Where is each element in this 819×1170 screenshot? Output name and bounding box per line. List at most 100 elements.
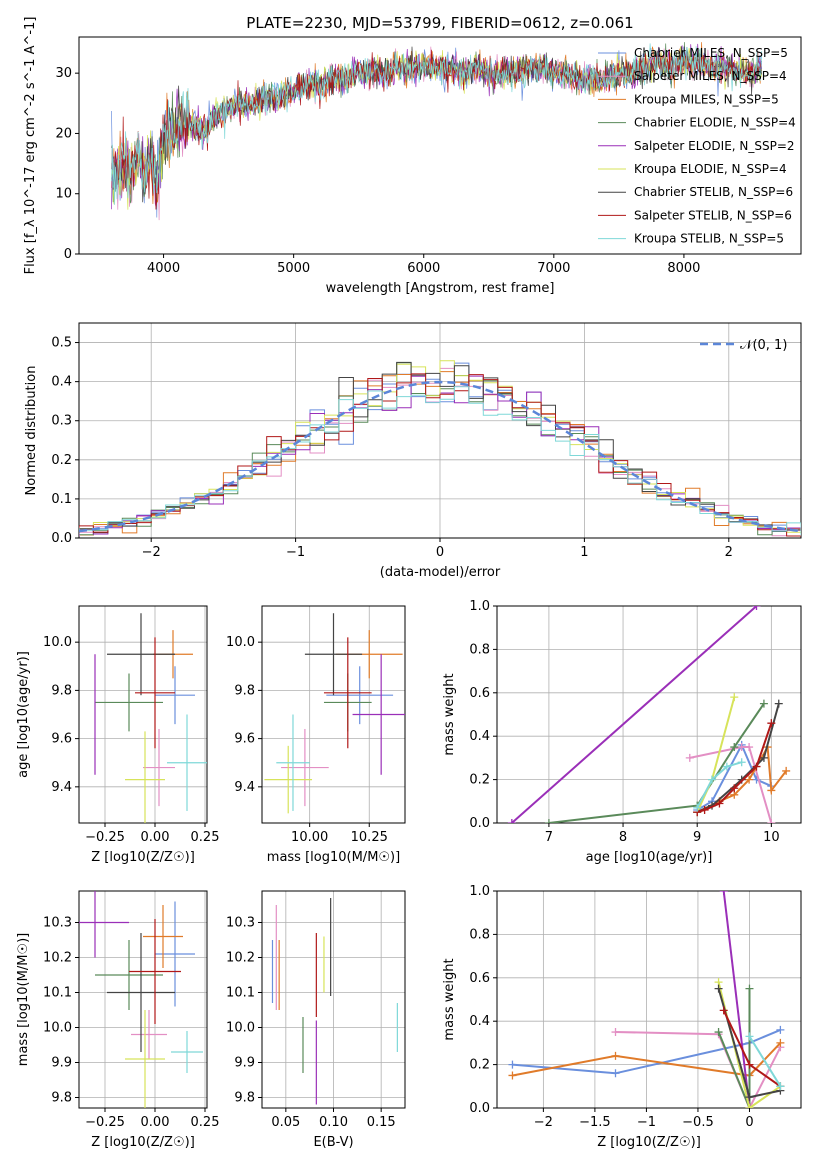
weight-marker-3 — [745, 984, 754, 993]
weight-marker-1 — [767, 819, 776, 823]
y-tick-label: 10.0 — [43, 1021, 72, 1036]
x-tick-label: 8000 — [667, 261, 700, 276]
y-axis-label: mass weight — [442, 958, 457, 1040]
x-tick-label: −0.5 — [682, 1115, 714, 1130]
weight-marker-8 — [693, 803, 702, 812]
x-tick-label: 0 — [745, 1115, 753, 1130]
weight-line-3 — [717, 988, 751, 1108]
y-tick-label: 0.0 — [469, 816, 490, 831]
weight_vs_age-axes: 7 8 9 10 0.0 0.2 0.4 0.6 0.8 1.0 age [log10(age/yr… — [442, 599, 802, 865]
axes-frame — [78, 322, 802, 539]
weight-marker-1 — [745, 743, 754, 752]
x-axis-label: age [log10(age/yr)] — [586, 850, 713, 865]
y-tick-label: 9.9 — [234, 1056, 255, 1071]
y-tick-label: 9.8 — [51, 1091, 72, 1106]
weight_vs_Z-lines — [508, 891, 785, 1108]
y-axis-label: mass weight — [442, 673, 457, 755]
legend-entry-1: Salpeter MILES, N_SSP=4 — [634, 69, 787, 83]
age_vs_Z-axes: −0.25 0.00 0.25 9.4 9.6 9.8 10.0 Z [log10(Z/Z☉)… — [16, 605, 220, 865]
weight-marker-3 — [714, 1028, 723, 1037]
y-tick-label: 9.9 — [51, 1056, 72, 1071]
weight-line-4 — [722, 891, 751, 1108]
x-axis-label: Z [log10(Z/Z☉)] — [91, 1135, 195, 1150]
legend-entry-5: Kroupa ELODIE, N_SSP=4 — [634, 162, 787, 176]
weight-marker-7 — [752, 762, 761, 771]
x-axis-label: mass [log10(M/M☉)] — [267, 850, 400, 865]
y-tick-label: 9.6 — [51, 732, 72, 747]
legend-entry-2: Kroupa MILES, N_SSP=5 — [634, 92, 779, 106]
spectrum-legend: Chabrier MILES, N_SSP=5 Salpeter MILES, N… — [598, 46, 796, 246]
age_vs_Z-points — [94, 613, 207, 823]
x-tick-label: 5000 — [277, 261, 310, 276]
x-tick-label: 0.25 — [191, 830, 220, 845]
figure-title: PLATE=2230, MJD=53799, FIBERID=0612, z=0… — [246, 14, 633, 32]
age_vs_mass-points — [264, 613, 405, 814]
y-tick-label: 0.5 — [51, 336, 72, 351]
x-tick-label: −2 — [142, 545, 161, 560]
y-tick-label: 0.1 — [51, 492, 72, 507]
y-tick-label: 20 — [55, 126, 72, 141]
x-axis-label: Z [log10(Z/Z☉)] — [597, 1135, 701, 1150]
weight_vs_age-lines — [507, 606, 791, 823]
y-tick-label: 9.6 — [234, 732, 255, 747]
x-tick-label: 10.25 — [351, 830, 388, 845]
x-tick-label: −0.25 — [85, 1115, 125, 1130]
y-tick-label: 9.4 — [234, 780, 255, 795]
x-tick-label: 1 — [580, 545, 588, 560]
x-tick-label: −1.5 — [579, 1115, 611, 1130]
axes-frame — [261, 890, 406, 1109]
weight-marker-2 — [767, 786, 776, 795]
spectrum-lines — [111, 42, 763, 221]
x-tick-label: 4000 — [147, 261, 180, 276]
spectrum-axes: 4000 5000 6000 7000 8000 0 10 20 30 wavelength [A… — [23, 17, 802, 296]
y-tick-label: 1.0 — [469, 599, 490, 614]
histogram-steps — [79, 360, 801, 537]
weight-marker-1 — [737, 743, 746, 752]
x-tick-label: 0 — [436, 545, 444, 560]
weight-marker-0 — [611, 1069, 620, 1078]
y-tick-label: 0 — [64, 247, 72, 262]
y-axis-label: mass [log10(M/M☉)] — [16, 933, 31, 1066]
weight-marker-7 — [715, 799, 724, 808]
x-tick-label: 10 — [763, 830, 780, 845]
y-tick-label: 10.2 — [43, 951, 72, 966]
legend-entry-6: Chabrier STELIB, N_SSP=6 — [634, 185, 793, 199]
weight-marker-7 — [719, 1006, 728, 1015]
y-tick-label: 0.4 — [51, 375, 72, 390]
x-tick-label: 0.00 — [141, 830, 170, 845]
y-tick-label: 0.2 — [469, 773, 490, 788]
legend-entry-8: Kroupa STELIB, N_SSP=5 — [634, 232, 784, 246]
weight-marker-8 — [737, 758, 746, 767]
legend-entry-7: Salpeter STELIB, N_SSP=6 — [634, 208, 792, 222]
x-tick-label: 8 — [619, 830, 627, 845]
y-tick-label: 30 — [55, 66, 72, 81]
y-tick-label: 9.8 — [51, 683, 72, 698]
y-tick-label: 9.4 — [51, 780, 72, 795]
mass_vs_EBV-axes: 0.05 0.10 0.15 9.8 9.9 10.0 10.1 10.2 10.3 E(B-V) — [226, 890, 406, 1150]
weight-marker-3 — [759, 699, 768, 708]
y-tick-label: 0.0 — [469, 1101, 490, 1116]
x-axis-label: Z [log10(Z/Z☉)] — [91, 850, 195, 865]
y-tick-label: 0.3 — [51, 414, 72, 429]
y-axis-label: Normed distribution — [24, 366, 39, 496]
y-tick-label: 0.8 — [469, 927, 490, 942]
weight-marker-0 — [776, 1025, 785, 1034]
histogram-series-8 — [79, 386, 801, 536]
weight-line-0 — [512, 1028, 781, 1075]
weight-marker-2 — [508, 1071, 517, 1080]
weight-line-4 — [511, 606, 758, 823]
weight-marker-6 — [759, 753, 768, 762]
x-tick-label: 10.00 — [291, 830, 328, 845]
weight-marker-2 — [745, 775, 754, 784]
weight-marker-6 — [774, 699, 783, 708]
y-tick-label: 0.4 — [469, 729, 490, 744]
weight-marker-5 — [730, 693, 739, 702]
x-axis-label: wavelength [Angstrom, rest frame] — [326, 281, 555, 296]
x-tick-label: 7000 — [537, 261, 570, 276]
x-tick-label: −2 — [534, 1115, 553, 1130]
x-tick-label: 0.10 — [319, 1115, 348, 1130]
legend-entry-normal: 𝒩(0, 1) — [740, 338, 787, 353]
mass_vs_Z-axes: −0.25 0.00 0.25 9.8 9.9 10.0 10.1 10.2 10.3 Z [lo… — [16, 890, 219, 1150]
weight-marker-4 — [507, 819, 516, 823]
